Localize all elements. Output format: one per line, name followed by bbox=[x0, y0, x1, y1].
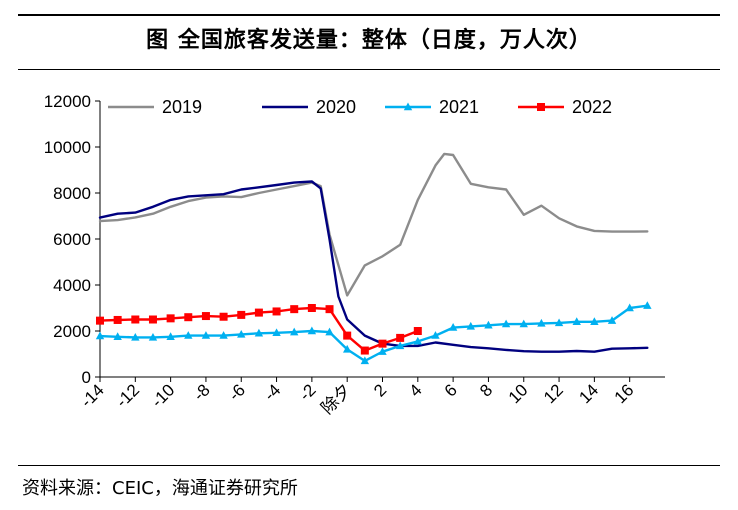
data-point-2021 bbox=[166, 332, 175, 340]
x-tick-label: -2 bbox=[296, 380, 320, 404]
y-tick-label: 12000 bbox=[44, 92, 91, 111]
data-point-2021 bbox=[501, 319, 511, 328]
data-point-2022 bbox=[413, 327, 422, 335]
y-tick-label: 10000 bbox=[44, 138, 91, 157]
y-tick-label: 4000 bbox=[53, 276, 91, 295]
data-point-2021 bbox=[519, 319, 528, 328]
legend-marker-2022 bbox=[537, 103, 545, 111]
legend-label-2020: 2020 bbox=[316, 97, 356, 117]
series-line-2020 bbox=[98, 180, 649, 353]
x-tick-label: 2 bbox=[370, 380, 390, 400]
legend-marker-2021 bbox=[403, 102, 413, 111]
data-point-2021 bbox=[307, 326, 317, 335]
x-tick-label: 14 bbox=[575, 380, 602, 407]
top-rule bbox=[18, 14, 720, 16]
source-note: 资料来源：CEIC，海通证券研究所 bbox=[22, 478, 298, 499]
data-point-2022 bbox=[148, 315, 157, 324]
data-point-2021 bbox=[290, 327, 299, 336]
data-point-2022 bbox=[378, 339, 387, 348]
data-point-2022 bbox=[237, 310, 246, 319]
x-tick-label: 6 bbox=[441, 380, 461, 400]
x-tick-label: 12 bbox=[540, 380, 567, 407]
data-point-2021 bbox=[131, 332, 140, 341]
data-point-2021 bbox=[413, 336, 423, 345]
chart-title: 图 全国旅客发送量：整体（日度，万人次） bbox=[146, 28, 592, 53]
data-point-2021 bbox=[342, 344, 352, 353]
data-point-2021 bbox=[466, 321, 475, 330]
data-point-2022 bbox=[290, 305, 299, 314]
data-point-2022 bbox=[343, 331, 352, 340]
x-tick-label: 除夕 bbox=[318, 380, 355, 417]
data-point-2022 bbox=[396, 333, 405, 342]
data-point-2022 bbox=[272, 307, 281, 316]
data-point-2022 bbox=[96, 316, 104, 325]
data-point-2022 bbox=[325, 305, 334, 314]
data-point-2021 bbox=[378, 347, 387, 355]
legend-label-2021: 2021 bbox=[439, 97, 479, 117]
data-point-2021 bbox=[148, 332, 158, 341]
x-tick-label: -4 bbox=[260, 380, 284, 404]
data-point-2022 bbox=[307, 304, 316, 312]
title-rule bbox=[18, 69, 720, 70]
data-point-2021 bbox=[219, 331, 228, 339]
data-point-2022 bbox=[113, 315, 122, 324]
data-point-2021 bbox=[537, 318, 546, 327]
y-tick-label: 2000 bbox=[53, 322, 91, 341]
series-line-2019 bbox=[98, 152, 649, 297]
data-point-2021 bbox=[95, 331, 105, 340]
y-tick-label: 6000 bbox=[53, 230, 91, 249]
x-tick-label: 8 bbox=[476, 380, 496, 400]
y-tick-label: 0 bbox=[82, 368, 91, 387]
data-point-2022 bbox=[254, 308, 263, 317]
data-point-2021 bbox=[272, 328, 281, 337]
data-point-2022 bbox=[360, 346, 369, 355]
data-point-2021 bbox=[184, 331, 193, 339]
data-point-2021 bbox=[201, 331, 211, 339]
data-point-2021 bbox=[554, 318, 564, 327]
series-line-2021 bbox=[98, 304, 649, 363]
data-point-2021 bbox=[254, 328, 264, 337]
bottom-rule bbox=[18, 465, 720, 466]
data-point-2021 bbox=[607, 316, 617, 324]
data-point-2022 bbox=[131, 315, 140, 324]
data-point-2021 bbox=[572, 317, 581, 325]
x-tick-label: -10 bbox=[148, 380, 179, 411]
data-point-2022 bbox=[184, 313, 193, 322]
x-tick-label: -6 bbox=[225, 380, 249, 404]
data-point-2021 bbox=[113, 332, 122, 340]
data-point-2021 bbox=[448, 323, 458, 331]
data-point-2022 bbox=[166, 314, 175, 323]
legend-label-2022: 2022 bbox=[572, 97, 612, 117]
legend-label-2019: 2019 bbox=[162, 97, 202, 117]
data-point-2021 bbox=[431, 331, 440, 339]
data-point-2021 bbox=[325, 327, 334, 336]
data-point-2021 bbox=[643, 301, 652, 309]
x-tick-label: -8 bbox=[190, 380, 214, 404]
x-tick-label: 4 bbox=[406, 380, 426, 400]
data-point-2022 bbox=[201, 312, 210, 321]
x-tick-label: 16 bbox=[611, 380, 638, 407]
data-point-2021 bbox=[360, 356, 370, 365]
data-point-2021 bbox=[237, 329, 246, 338]
data-point-2021 bbox=[484, 320, 493, 329]
y-tick-label: 8000 bbox=[53, 184, 91, 203]
x-tick-label: 10 bbox=[505, 380, 532, 407]
data-point-2021 bbox=[625, 303, 634, 312]
x-tick-label: -12 bbox=[112, 380, 143, 411]
data-point-2021 bbox=[590, 317, 599, 325]
data-point-2021 bbox=[395, 341, 405, 350]
data-point-2022 bbox=[219, 312, 228, 321]
